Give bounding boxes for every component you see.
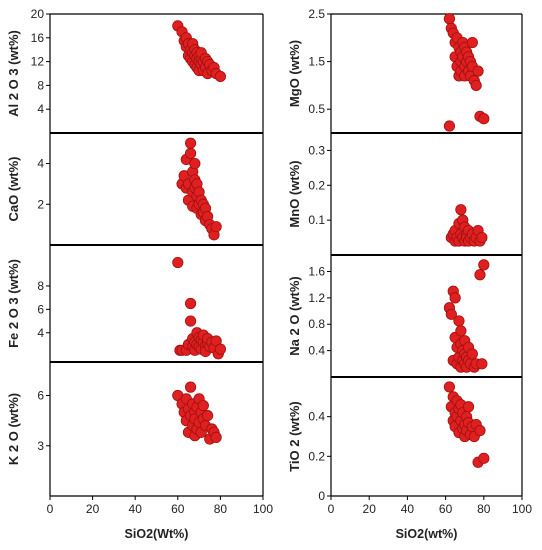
x-tick-label: 100 — [253, 502, 273, 516]
data-point — [443, 120, 456, 132]
y-tick-label: 6 — [37, 302, 44, 316]
data-point — [476, 231, 488, 244]
y-tick-label: 1.5 — [308, 55, 325, 69]
x-axis-label: SiO2(Wt%) — [125, 527, 189, 541]
y-axis-label: MnO (wt%) — [287, 160, 302, 227]
y-tick-label: 0.5 — [308, 102, 325, 116]
data-point — [443, 381, 456, 393]
data-point — [453, 315, 465, 327]
x-axis-label: SiO2(wt%) — [396, 527, 458, 541]
y-axis-label: Al 2 O 3 (wt%) — [6, 30, 21, 117]
data-point — [474, 269, 486, 281]
x-tick-label: 80 — [477, 502, 491, 516]
y-tick-label: 3 — [37, 439, 44, 453]
y-axis-label: Fe 2 O 3 (wt%) — [6, 259, 21, 348]
data-point — [466, 348, 478, 360]
data-point — [184, 381, 197, 393]
data-point — [214, 343, 226, 355]
y-tick-label: 0.4 — [308, 344, 325, 358]
y-tick-label: 8 — [37, 78, 44, 92]
data-point — [476, 358, 488, 370]
y-tick-label: 0.8 — [308, 317, 325, 331]
y-tick-label: 16 — [31, 31, 45, 45]
y-tick-label: 2.5 — [308, 7, 325, 21]
y-axis-label: Na 2 O (wt%) — [287, 276, 302, 355]
data-point — [455, 325, 467, 337]
x-tick-label: 40 — [129, 502, 143, 516]
y-tick-label: 0 — [318, 489, 325, 503]
x-tick-label: 60 — [171, 502, 185, 516]
panel-6: 0.4 0.8 1.2 1.6 Na 2 O (wt%) — [287, 254, 523, 378]
x-tick-label: 80 — [214, 502, 228, 516]
y-tick-label: 0.3 — [308, 143, 325, 157]
panel-8: 0 0.2 0.4 0 20 40 60 80 100 SiO2(wt%) TiO 2 (wt%) — [287, 376, 532, 541]
data-point — [443, 13, 456, 25]
panel-5: 4 6 8 Fe 2 O 3 (wt%) — [6, 244, 264, 363]
data-point — [474, 424, 486, 437]
y-tick-label: 12 — [31, 55, 45, 69]
data-point — [445, 308, 457, 320]
panel-3: 2 4 CaO (wt%) — [6, 132, 264, 246]
data-point — [478, 259, 490, 271]
data-point — [172, 256, 184, 269]
y-tick-label: 6 — [37, 389, 44, 403]
data-point — [449, 292, 461, 304]
x-tick-label: 0 — [47, 502, 54, 516]
data-point — [214, 70, 226, 83]
y-tick-label: 0.2 — [308, 178, 325, 192]
panel-4: 0.1 0.2 0.3 MnO (wt%) — [287, 120, 523, 256]
panel-1: 4 8 12 16 20 Al 2 O 3 (wt%) — [6, 7, 264, 134]
data-point — [202, 409, 214, 422]
x-tick-label: 40 — [401, 502, 415, 516]
y-axis-label: TiO 2 (wt%) — [287, 401, 302, 472]
data-point — [184, 147, 197, 159]
data-point — [210, 431, 222, 443]
x-tick-label: 100 — [512, 502, 532, 516]
y-tick-label: 2 — [37, 197, 44, 211]
panel-2: 0.5 1.5 2.5 MgO (wt%) — [287, 7, 523, 134]
data-point — [470, 79, 482, 92]
y-axis-label: K 2 O (wt%) — [6, 393, 21, 465]
y-tick-label: 4 — [37, 326, 44, 340]
data-point — [462, 401, 475, 413]
data-point — [184, 137, 197, 149]
y-axis-label: CaO (wt%) — [6, 157, 21, 222]
data-point — [466, 36, 478, 49]
x-tick-label: 0 — [328, 502, 335, 516]
y-tick-label: 4 — [37, 157, 44, 171]
y-tick-label: 0.1 — [308, 213, 325, 227]
x-tick-label: 20 — [86, 502, 100, 516]
data-point — [184, 315, 197, 327]
x-tick-label: 60 — [439, 502, 453, 516]
data-point — [184, 297, 197, 310]
data-point — [472, 65, 484, 77]
y-axis-label: MgO (wt%) — [287, 40, 302, 107]
y-tick-label: 1.2 — [308, 291, 325, 305]
y-tick-label: 4 — [37, 102, 44, 116]
data-point — [478, 113, 490, 125]
data-point — [197, 399, 209, 412]
y-tick-label: 8 — [37, 279, 44, 293]
y-tick-label: 0.4 — [308, 410, 325, 424]
y-tick-label: 1.6 — [308, 264, 325, 278]
x-tick-label: 20 — [363, 502, 377, 516]
data-point — [455, 204, 467, 216]
data-point — [210, 221, 222, 233]
data-point — [478, 452, 490, 464]
data-point — [189, 157, 201, 170]
y-tick-label: 0.2 — [308, 449, 325, 463]
y-tick-label: 20 — [31, 7, 45, 21]
